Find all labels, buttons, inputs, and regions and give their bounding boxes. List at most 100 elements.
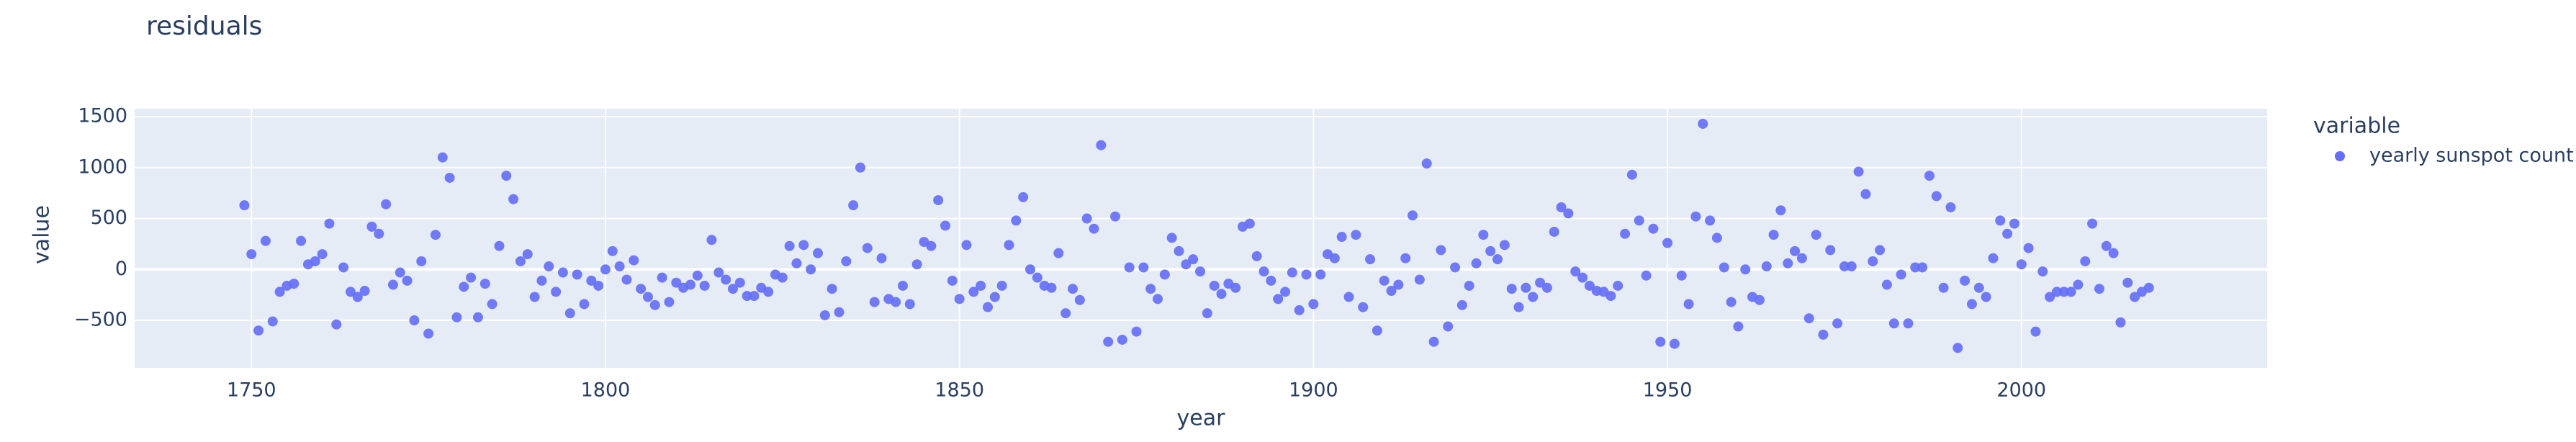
point: [1669, 338, 1680, 349]
point: [1860, 189, 1871, 199]
point: [551, 287, 562, 297]
x-tick-label: 2000: [1996, 379, 2046, 402]
point: [1174, 245, 1184, 256]
point: [2115, 317, 2126, 328]
point: [572, 269, 582, 280]
point: [961, 240, 972, 251]
point: [1351, 230, 1361, 240]
point: [982, 302, 993, 312]
point: [671, 277, 682, 288]
point: [1924, 171, 1935, 181]
point: [1004, 240, 1014, 251]
point: [430, 230, 441, 240]
point: [1456, 299, 1467, 310]
point: [1081, 213, 1092, 224]
point: [1131, 326, 1142, 337]
point: [1832, 318, 1843, 329]
point: [366, 221, 377, 232]
point: [2030, 326, 2041, 337]
chart-title: residuals: [146, 12, 262, 41]
point: [1471, 258, 1482, 269]
point: [1690, 211, 1701, 222]
point: [1754, 294, 1765, 305]
point: [1153, 294, 1163, 305]
point: [1159, 269, 1170, 280]
x-tick-label: 1950: [1643, 379, 1693, 402]
point: [1060, 308, 1071, 319]
point: [289, 279, 300, 289]
point: [1535, 277, 1546, 288]
point: [940, 220, 950, 231]
point: [1032, 272, 1042, 283]
point: [1790, 245, 1801, 256]
point: [636, 284, 647, 294]
point: [1626, 169, 1637, 180]
point: [1230, 282, 1241, 293]
point: [784, 240, 795, 251]
point: [317, 249, 328, 260]
point: [600, 264, 611, 275]
point: [1584, 280, 1595, 291]
y-tick-label: 500: [90, 207, 127, 229]
point: [1209, 280, 1220, 291]
point: [508, 194, 519, 204]
point: [352, 292, 363, 302]
point: [544, 261, 554, 272]
point: [1195, 266, 1206, 277]
point: [529, 292, 540, 302]
point: [1563, 208, 1574, 219]
point: [324, 218, 335, 229]
point: [1464, 280, 1474, 291]
point: [699, 280, 710, 291]
point: [1273, 294, 1284, 305]
point: [607, 245, 618, 256]
point: [1888, 318, 1899, 329]
point: [649, 299, 660, 310]
point: [2143, 282, 2154, 293]
point: [2108, 248, 2119, 258]
y-tick-label: 1000: [78, 155, 127, 178]
point: [713, 267, 724, 278]
point: [1294, 305, 1305, 315]
point: [848, 200, 859, 211]
point: [777, 272, 788, 283]
point: [1783, 258, 1793, 269]
point: [1372, 325, 1382, 336]
point: [1166, 233, 1177, 243]
point: [1492, 254, 1503, 265]
point: [1308, 299, 1319, 310]
point: [310, 256, 320, 266]
point: [1676, 270, 1687, 281]
point: [1796, 253, 1807, 263]
point: [1945, 202, 1956, 212]
point: [1811, 230, 1821, 240]
point: [2101, 240, 2112, 251]
point: [1528, 292, 1539, 302]
point: [1966, 299, 1977, 310]
point: [1711, 233, 1722, 243]
y-tick-label: 1500: [78, 105, 127, 127]
point: [1103, 336, 1114, 347]
point: [976, 280, 986, 291]
point: [621, 274, 632, 285]
point: [1089, 223, 1099, 234]
point: [706, 235, 717, 245]
point: [734, 277, 745, 288]
point: [1910, 262, 1921, 273]
legend-item[interactable]: yearly sunspot count: [2335, 145, 2574, 167]
point: [536, 275, 547, 286]
point: [274, 287, 285, 297]
point: [1011, 215, 1022, 226]
point: [579, 299, 590, 310]
point: [1499, 240, 1510, 251]
point: [459, 281, 469, 292]
point: [1521, 282, 1531, 293]
point: [2073, 279, 2084, 290]
point: [1698, 118, 1708, 129]
point: [1775, 205, 1786, 216]
point: [515, 256, 526, 266]
point: [586, 275, 597, 286]
point: [487, 299, 497, 310]
